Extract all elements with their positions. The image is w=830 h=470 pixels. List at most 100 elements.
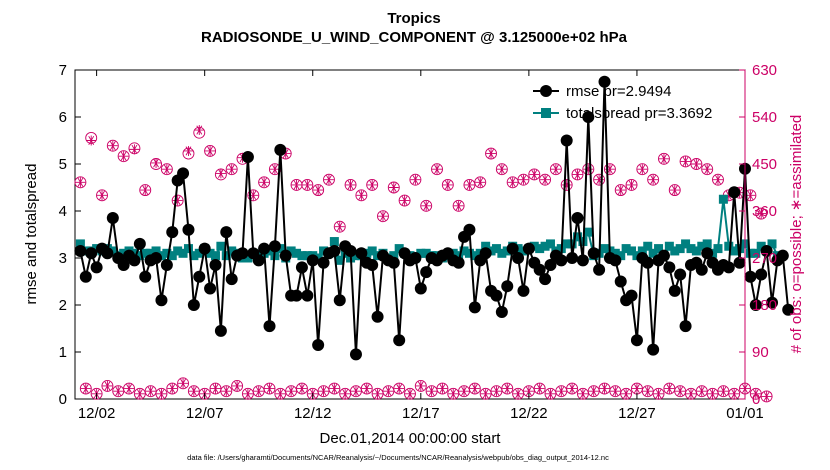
obs-possible-point [517,173,530,186]
obs-assimilated-point [567,383,578,394]
rmse-point [625,289,638,302]
totalspread-point [675,244,685,254]
totalspread-point [481,241,491,251]
y-axis-right-label: # of obs: o=possible; ∗=assimilated [788,115,805,354]
obs-possible-point [620,387,633,400]
totalspread-point [681,239,691,249]
obs-possible-point [485,147,497,160]
obs-assimilated-point [129,144,140,155]
obs-assimilated-point [280,148,291,159]
obs-assimilated-point [664,383,675,394]
obs-possible-point [560,178,573,191]
totalspread-point [302,251,312,261]
obs-assimilated-point [113,386,124,397]
obs-assimilated-point [356,190,367,201]
totalspread-point [178,248,188,258]
x-tick-label: 12/17 [402,405,440,422]
totalspread-point [491,244,501,254]
rmse-point [539,273,552,286]
rmse-point [701,247,714,260]
rmse-point [187,299,200,311]
obs-possible-point [231,379,244,392]
obs-possible-point [728,387,741,400]
totalspread-point [243,253,253,263]
obs-possible-point [79,382,92,395]
obs-possible-point [420,199,433,212]
x-tick-label: 12/12 [294,405,332,422]
obs-assimilated-point [475,177,486,188]
x-tick-label: 01/01 [726,405,764,422]
totalspread-point [670,246,680,256]
rmse-point [647,343,660,356]
rmse-point [355,247,368,260]
obs-assimilated-point [648,174,659,185]
obs-possible-point [360,382,373,395]
obs-possible-point [377,210,389,223]
obs-assimilated-point [86,135,97,146]
obs-possible-point [533,382,546,395]
obs-assimilated-point [215,168,226,179]
totalspread-point [697,241,707,251]
obs-possible-point [295,382,308,395]
obs-assimilated-point [513,388,524,399]
obs-assimilated-point [345,179,356,190]
y-axis-right: 0 90 180 270 360 450 540 630 [739,62,777,408]
obs-possible-point [614,184,627,197]
rmse-point [193,270,206,283]
rmse-point [728,186,741,199]
rmse-point [657,249,670,262]
totalspread-point [135,251,145,261]
obs-assimilated-point [718,386,729,397]
obs-possible-point [301,178,314,191]
rmse-point [177,167,190,180]
rmse-point [641,256,654,269]
obs-assimilated-point [75,177,86,188]
totalspread-point [724,241,734,251]
obs-possible-point [495,163,508,176]
x-axis-label: Dec.01,2014 00:00:00 start [320,430,502,447]
obs-assimilated-point [653,388,664,399]
totalspread-point [75,239,85,249]
rmse-point [155,294,168,307]
totalspread-point [540,241,550,251]
totalspread-point [643,241,653,251]
rmse-point [695,263,708,276]
obs-possible-point [101,379,114,392]
obs-possible-point [393,382,406,395]
obs-assimilated-point [388,182,399,193]
totalspread-point [600,244,610,254]
y-tick-label: 1 [59,344,67,361]
x-tick-label: 12/22 [510,405,548,422]
obs-assimilated-point [205,145,216,156]
totalspread-point [210,251,220,261]
obs-possible-point [501,382,514,395]
rmse-point [166,226,179,239]
totalspread-point [205,248,215,258]
obs-possible-point [220,385,233,398]
legend-rmse-label: rmse pr=2.9494 [566,83,671,100]
obs-possible-point [74,176,87,189]
totalspread-point [627,246,637,256]
x-axis: 12/02 12/07 12/12 12/17 12/22 12/27 01/01 [78,70,764,422]
obs-assimilated-point [194,125,205,136]
obs-possible-point [204,144,217,157]
rmse-point [614,275,627,288]
totalspread-point [654,244,664,254]
obs-assimilated-point [107,140,118,151]
totalspread-point [140,248,150,258]
obs-assimilated-point [529,169,540,180]
totalspread-point [292,248,302,258]
obs-assimilated-point [188,386,199,397]
rmse-point [663,261,676,274]
totalspread-point [729,246,739,256]
obs-assimilated-point [761,391,772,402]
obs-possible-point [566,382,579,395]
obs-assimilated-point [318,386,329,397]
rmse-point [776,249,789,262]
y-tick-right-label: 0 [752,391,760,408]
rmse-point [609,254,622,267]
obs-assimilated-point [469,383,480,394]
obs-assimilated-point [313,185,324,196]
rmse-point [468,301,481,314]
obs-assimilated-point [685,388,696,399]
